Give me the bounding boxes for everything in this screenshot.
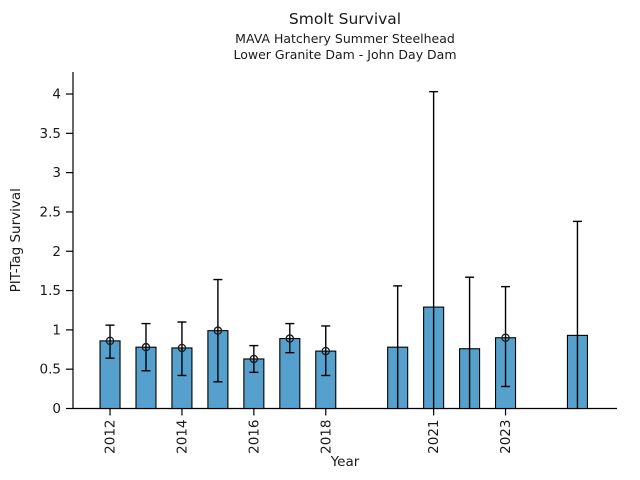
point-marker: [501, 333, 510, 342]
y-tick-label: 1: [52, 322, 61, 338]
point-marker: [285, 334, 295, 343]
chart-title: Smolt Survival: [288, 10, 402, 28]
x-tick-label: 2014: [174, 420, 190, 454]
y-tick-label: 4: [52, 87, 61, 103]
point-marker: [213, 326, 223, 335]
point-marker: [321, 346, 331, 356]
point-marker: [105, 336, 115, 346]
y-tick-label: 3: [52, 165, 61, 181]
y-tick-label: 1.5: [40, 283, 61, 299]
point-marker: [141, 342, 151, 352]
point-marker: [177, 343, 187, 353]
x-tick-label: 2018: [318, 420, 334, 454]
x-axis-label: Year: [330, 454, 360, 470]
y-tick-label: 2: [52, 244, 61, 260]
y-tick-label: 2.5: [40, 204, 61, 220]
chart-subtitle-line2: Lower Granite Dam - John Day Dam: [233, 47, 457, 62]
y-tick-label: 3.5: [40, 126, 61, 142]
chart-subtitle-line1: MAVA Hatchery Summer Steelhead: [235, 31, 455, 46]
x-tick-label: 2021: [426, 420, 442, 454]
y-tick-label: 0: [52, 401, 61, 417]
y-axis-label: PIT-Tag Survival: [8, 188, 24, 292]
x-tick-label: 2016: [246, 420, 262, 454]
point-marker: [249, 354, 259, 364]
x-tick-label: 2012: [103, 420, 119, 454]
y-tick-label: 0.5: [40, 362, 61, 378]
x-tick-label: 2023: [498, 419, 514, 453]
